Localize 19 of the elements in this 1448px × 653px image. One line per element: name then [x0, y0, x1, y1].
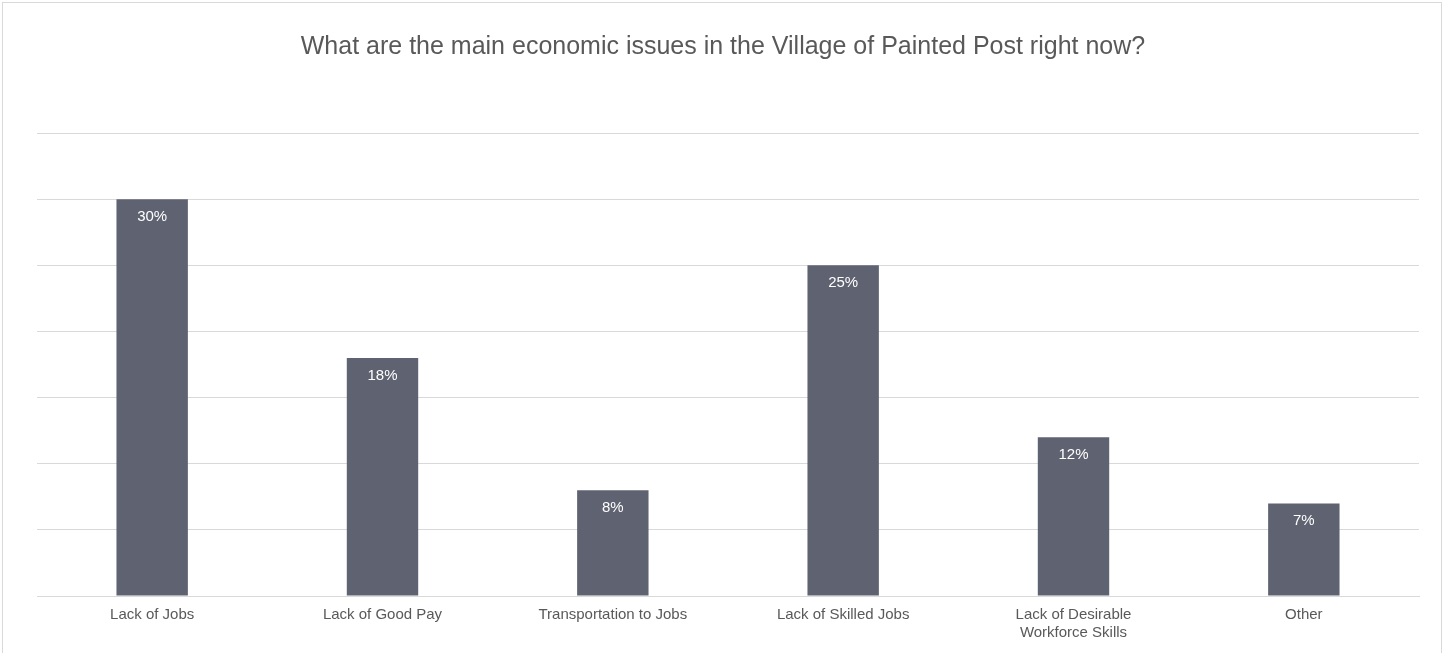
- x-tick-label: Lack of Good Pay: [322, 605, 443, 623]
- chart-title: What are the main economic issues in the Village of Painted Post right now?: [299, 30, 1147, 61]
- x-tick-label: Lack of Desirable Workforce Skills: [1015, 605, 1132, 641]
- x-tick-label: Transportation to Jobs: [538, 605, 688, 623]
- data-label: 25%: [828, 272, 859, 290]
- x-tick-label: Other: [1285, 605, 1323, 623]
- x-tick-label: Lack of Jobs: [110, 605, 195, 623]
- bar: [577, 490, 649, 596]
- data-label: 8%: [601, 497, 624, 515]
- bar: [807, 265, 879, 596]
- data-label: 30%: [137, 206, 168, 224]
- bar: [116, 199, 188, 596]
- bar: [1037, 437, 1110, 596]
- data-label: 18%: [367, 365, 398, 383]
- x-tick-label: Lack of Skilled Jobs: [776, 605, 910, 623]
- bar: [1268, 503, 1340, 596]
- data-label: 12%: [1058, 444, 1089, 462]
- data-label: 7%: [1292, 511, 1315, 529]
- bar: [346, 357, 419, 596]
